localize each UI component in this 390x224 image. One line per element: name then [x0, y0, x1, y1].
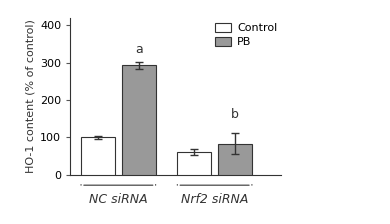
Text: a: a — [135, 43, 143, 56]
Bar — [81, 137, 115, 175]
Bar — [218, 144, 252, 175]
Text: NC siRNA: NC siRNA — [89, 193, 148, 206]
Bar — [177, 152, 211, 175]
Text: b: b — [231, 108, 239, 121]
Bar — [122, 65, 156, 175]
Y-axis label: HO-1 content (% of control): HO-1 content (% of control) — [26, 19, 36, 173]
Legend: Control, PB: Control, PB — [213, 20, 280, 50]
Text: Nrf2 siRNA: Nrf2 siRNA — [181, 193, 248, 206]
